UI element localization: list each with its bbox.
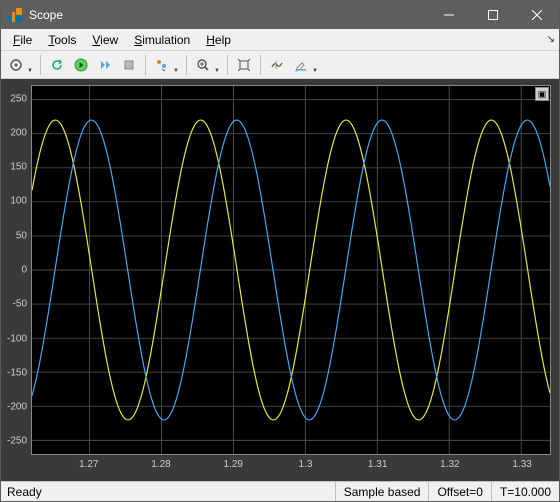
menu-file[interactable]: File — [5, 31, 40, 49]
y-tick-label: 150 — [10, 162, 27, 173]
y-tick-label: -100 — [7, 333, 27, 344]
close-button[interactable] — [515, 1, 559, 29]
x-tick-label: 1.29 — [223, 459, 242, 470]
x-tick-label: 1.3 — [298, 459, 312, 470]
restart-button[interactable] — [46, 54, 68, 76]
titlebar: Scope — [1, 1, 559, 29]
x-tick-label: 1.27 — [79, 459, 98, 470]
y-tick-label: 100 — [10, 196, 27, 207]
waveform-chart — [32, 86, 550, 454]
menu-help[interactable]: Help — [198, 31, 239, 49]
plot-area: ▣ -250 -200 -150 -100 -50 0 50 100 150 200 250 1.2… — [1, 79, 559, 481]
minimize-button[interactable] — [427, 1, 471, 29]
step-forward-button[interactable] — [94, 54, 116, 76]
status-sample: Sample based — [335, 482, 429, 501]
menu-simulation[interactable]: Simulation — [126, 31, 198, 49]
x-tick-label: 1.28 — [151, 459, 170, 470]
y-tick-label: 200 — [10, 127, 27, 138]
x-axis-labels: 1.27 1.28 1.29 1.3 1.31 1.32 1.33 — [31, 457, 551, 475]
menu-view[interactable]: View — [84, 31, 126, 49]
y-tick-label: 250 — [10, 93, 27, 104]
zoom-button[interactable]: ▼ — [192, 54, 222, 76]
cursor-measure-button[interactable] — [266, 54, 288, 76]
float-plot-button[interactable]: ▣ — [535, 87, 549, 101]
status-time: T=10.000 — [491, 482, 559, 501]
y-tick-label: -150 — [7, 367, 27, 378]
status-offset: Offset=0 — [428, 482, 490, 501]
y-axis-labels: -250 -200 -150 -100 -50 0 50 100 150 200 250 — [1, 85, 29, 455]
statusbar: Ready Sample based Offset=0 T=10.000 — [1, 481, 559, 501]
dock-toggle-icon[interactable]: ↘ — [547, 34, 555, 45]
y-tick-label: 50 — [16, 230, 27, 241]
y-tick-label: 0 — [21, 265, 27, 276]
x-tick-label: 1.31 — [368, 459, 387, 470]
highlight-button[interactable]: ▼ — [290, 54, 320, 76]
plot-canvas[interactable] — [31, 85, 551, 455]
trigger-config-button[interactable]: ▼ — [151, 54, 181, 76]
y-tick-label: -200 — [7, 402, 27, 413]
stop-button[interactable] — [118, 54, 140, 76]
y-tick-label: -250 — [7, 436, 27, 447]
y-tick-label: -50 — [13, 299, 27, 310]
scope-window: Scope File Tools View Simulation Help ↘ … — [0, 0, 560, 502]
run-button[interactable] — [70, 54, 92, 76]
x-tick-label: 1.33 — [512, 459, 531, 470]
x-tick-label: 1.32 — [440, 459, 459, 470]
status-ready: Ready — [1, 485, 335, 499]
window-title: Scope — [29, 8, 427, 22]
app-icon — [7, 7, 23, 23]
menubar: File Tools View Simulation Help ↘ — [1, 29, 559, 51]
menu-tools[interactable]: Tools — [40, 31, 84, 49]
autoscale-button[interactable] — [233, 54, 255, 76]
maximize-button[interactable] — [471, 1, 515, 29]
print-button[interactable]: ▼ — [5, 54, 35, 76]
toolbar: ▼ ▼ ▼ — [1, 51, 559, 79]
